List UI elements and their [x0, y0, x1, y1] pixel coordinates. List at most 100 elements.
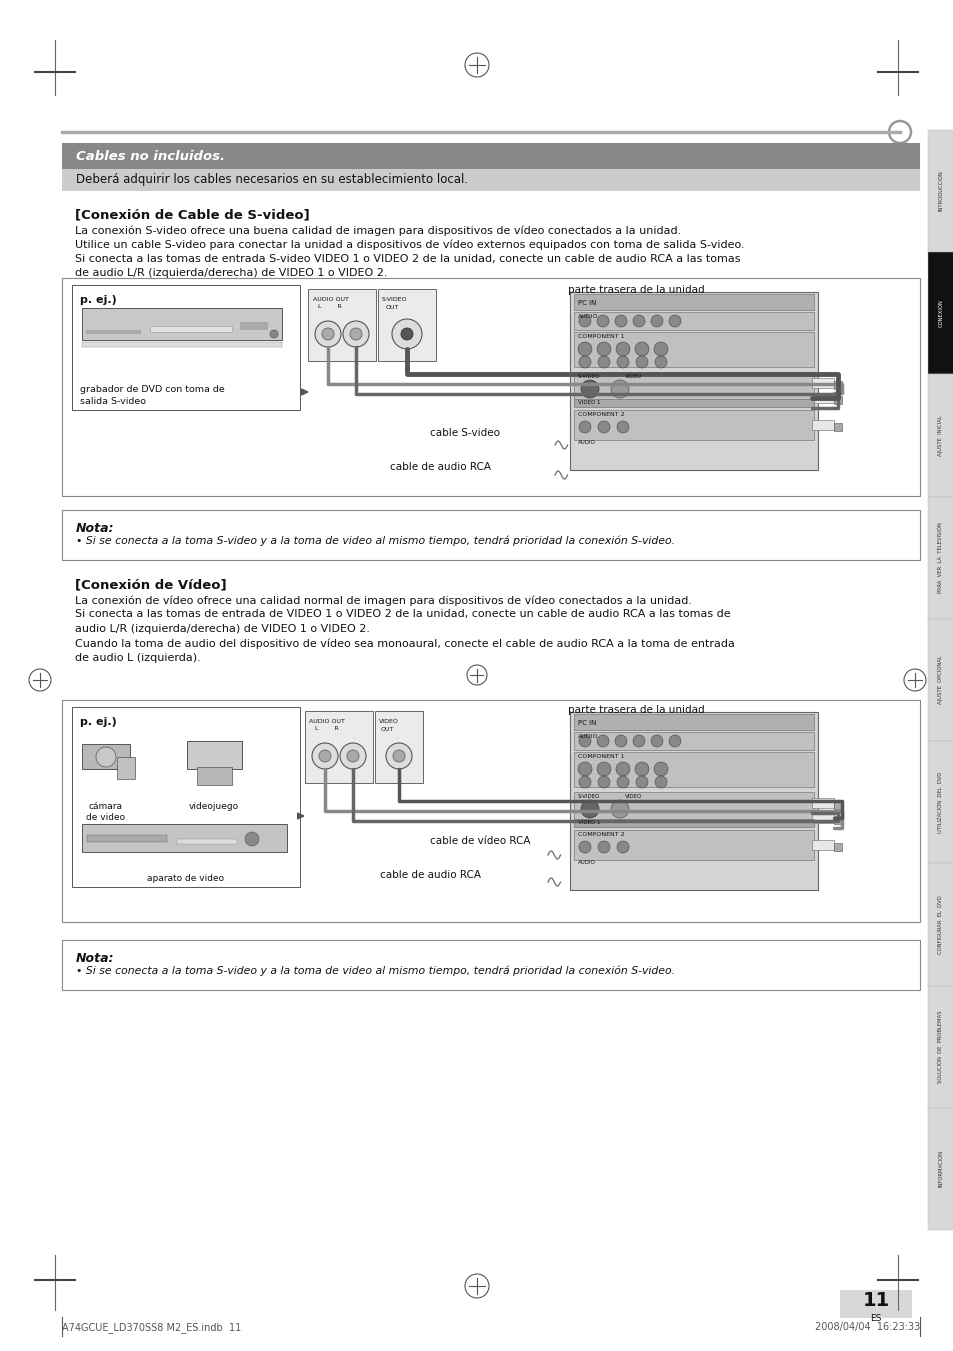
Circle shape: [617, 357, 628, 367]
Text: [Conexión de Cable de S-video]: [Conexión de Cable de S-video]: [75, 208, 310, 222]
Text: L        R: L R: [317, 304, 341, 309]
Bar: [177, 839, 236, 844]
Circle shape: [578, 842, 590, 852]
Circle shape: [392, 319, 421, 349]
Bar: [375, 711, 422, 784]
Text: INTRODUCCIÓN: INTRODUCCIÓN: [938, 170, 943, 212]
Circle shape: [578, 315, 590, 327]
Bar: [574, 830, 813, 861]
Bar: [117, 757, 135, 780]
Bar: [833, 396, 841, 404]
Circle shape: [578, 735, 590, 747]
Circle shape: [635, 342, 648, 357]
Bar: [811, 798, 833, 808]
Text: Deberá adquirir los cables necesarios en su establecimiento local.: Deberá adquirir los cables necesarios en…: [76, 173, 468, 186]
Circle shape: [578, 422, 590, 434]
Circle shape: [598, 775, 609, 788]
Bar: [574, 792, 813, 821]
Circle shape: [597, 762, 610, 775]
Text: OUT: OUT: [386, 305, 399, 309]
Circle shape: [610, 800, 628, 817]
Text: INFORMACIÓN: INFORMACIÓN: [938, 1151, 943, 1188]
Bar: [811, 813, 833, 823]
Circle shape: [393, 750, 405, 762]
Circle shape: [322, 328, 334, 340]
Bar: [62, 940, 919, 990]
Text: S-VIDEO: S-VIDEO: [381, 297, 407, 303]
Text: Cables no incluidos.: Cables no incluidos.: [76, 150, 225, 162]
Bar: [305, 711, 373, 784]
Text: aparato de video: aparato de video: [148, 874, 224, 884]
Bar: [840, 1290, 911, 1319]
Bar: [833, 843, 841, 851]
Circle shape: [650, 735, 662, 747]
Text: AUDIO: AUDIO: [578, 313, 598, 319]
Circle shape: [580, 800, 598, 817]
Text: de audio L/R (izquierda/derecha) de VIDEO 1 o VIDEO 2.: de audio L/R (izquierda/derecha) de VIDE…: [75, 269, 387, 278]
Text: cable de vídeo RCA: cable de vídeo RCA: [430, 836, 530, 846]
Bar: [833, 801, 841, 809]
Bar: [62, 143, 919, 169]
Circle shape: [636, 357, 647, 367]
Text: de audio L (izquierda).: de audio L (izquierda).: [75, 653, 200, 663]
Bar: [927, 863, 953, 986]
Text: cable de audio RCA: cable de audio RCA: [390, 462, 491, 471]
Bar: [574, 713, 813, 730]
Circle shape: [616, 762, 629, 775]
Circle shape: [350, 328, 361, 340]
Text: Nota:: Nota:: [76, 521, 114, 535]
Text: cable S-video: cable S-video: [430, 428, 499, 438]
Circle shape: [597, 315, 608, 327]
Bar: [62, 509, 919, 561]
Circle shape: [598, 357, 609, 367]
Circle shape: [633, 315, 644, 327]
Text: cable de audio RCA: cable de audio RCA: [379, 870, 480, 880]
Circle shape: [347, 750, 358, 762]
Text: CONFIGURAR  EL  DVD: CONFIGURAR EL DVD: [938, 896, 943, 954]
Circle shape: [617, 422, 628, 434]
Circle shape: [635, 762, 648, 775]
Circle shape: [616, 342, 629, 357]
Text: COMPONENT 2: COMPONENT 2: [578, 412, 624, 417]
Bar: [811, 420, 833, 430]
Text: parte trasera de la unidad: parte trasera de la unidad: [567, 285, 704, 295]
Bar: [82, 308, 282, 340]
Text: PC IN: PC IN: [578, 720, 596, 725]
Circle shape: [343, 322, 369, 347]
Bar: [86, 330, 141, 334]
Bar: [196, 767, 232, 785]
Text: • Si se conecta a la toma S-video y a la toma de video al mismo tiempo, tendrá p: • Si se conecta a la toma S-video y a la…: [76, 966, 675, 977]
Text: Cuando la toma de audio del dispositivo de vídeo sea monoaural, conecte el cable: Cuando la toma de audio del dispositivo …: [75, 639, 734, 648]
Text: A74GCUE_LD370SS8 M2_ES.indb  11: A74GCUE_LD370SS8 M2_ES.indb 11: [62, 1323, 241, 1333]
Text: p. ej.): p. ej.): [80, 295, 116, 305]
Bar: [833, 381, 841, 389]
Circle shape: [617, 775, 628, 788]
Text: COMPONENT 2: COMPONENT 2: [578, 832, 624, 838]
Circle shape: [578, 775, 590, 788]
Circle shape: [668, 735, 680, 747]
Bar: [574, 732, 813, 750]
Text: p. ej.): p. ej.): [80, 717, 116, 727]
Text: ES: ES: [869, 1315, 881, 1323]
Bar: [187, 740, 242, 769]
Circle shape: [633, 735, 644, 747]
Circle shape: [668, 315, 680, 327]
Bar: [811, 840, 833, 850]
Circle shape: [578, 762, 592, 775]
Bar: [811, 393, 833, 403]
Bar: [927, 742, 953, 863]
Bar: [82, 824, 287, 852]
Bar: [811, 378, 833, 388]
Bar: [574, 819, 813, 827]
Text: VIDEO: VIDEO: [624, 374, 641, 380]
Bar: [574, 409, 813, 440]
Circle shape: [615, 735, 626, 747]
Circle shape: [654, 342, 667, 357]
Circle shape: [578, 342, 592, 357]
Text: 2008/04/04  16:23:33: 2008/04/04 16:23:33: [814, 1323, 919, 1332]
Bar: [927, 619, 953, 742]
Bar: [569, 292, 817, 470]
Circle shape: [597, 342, 610, 357]
Circle shape: [598, 842, 609, 852]
Bar: [377, 289, 436, 361]
